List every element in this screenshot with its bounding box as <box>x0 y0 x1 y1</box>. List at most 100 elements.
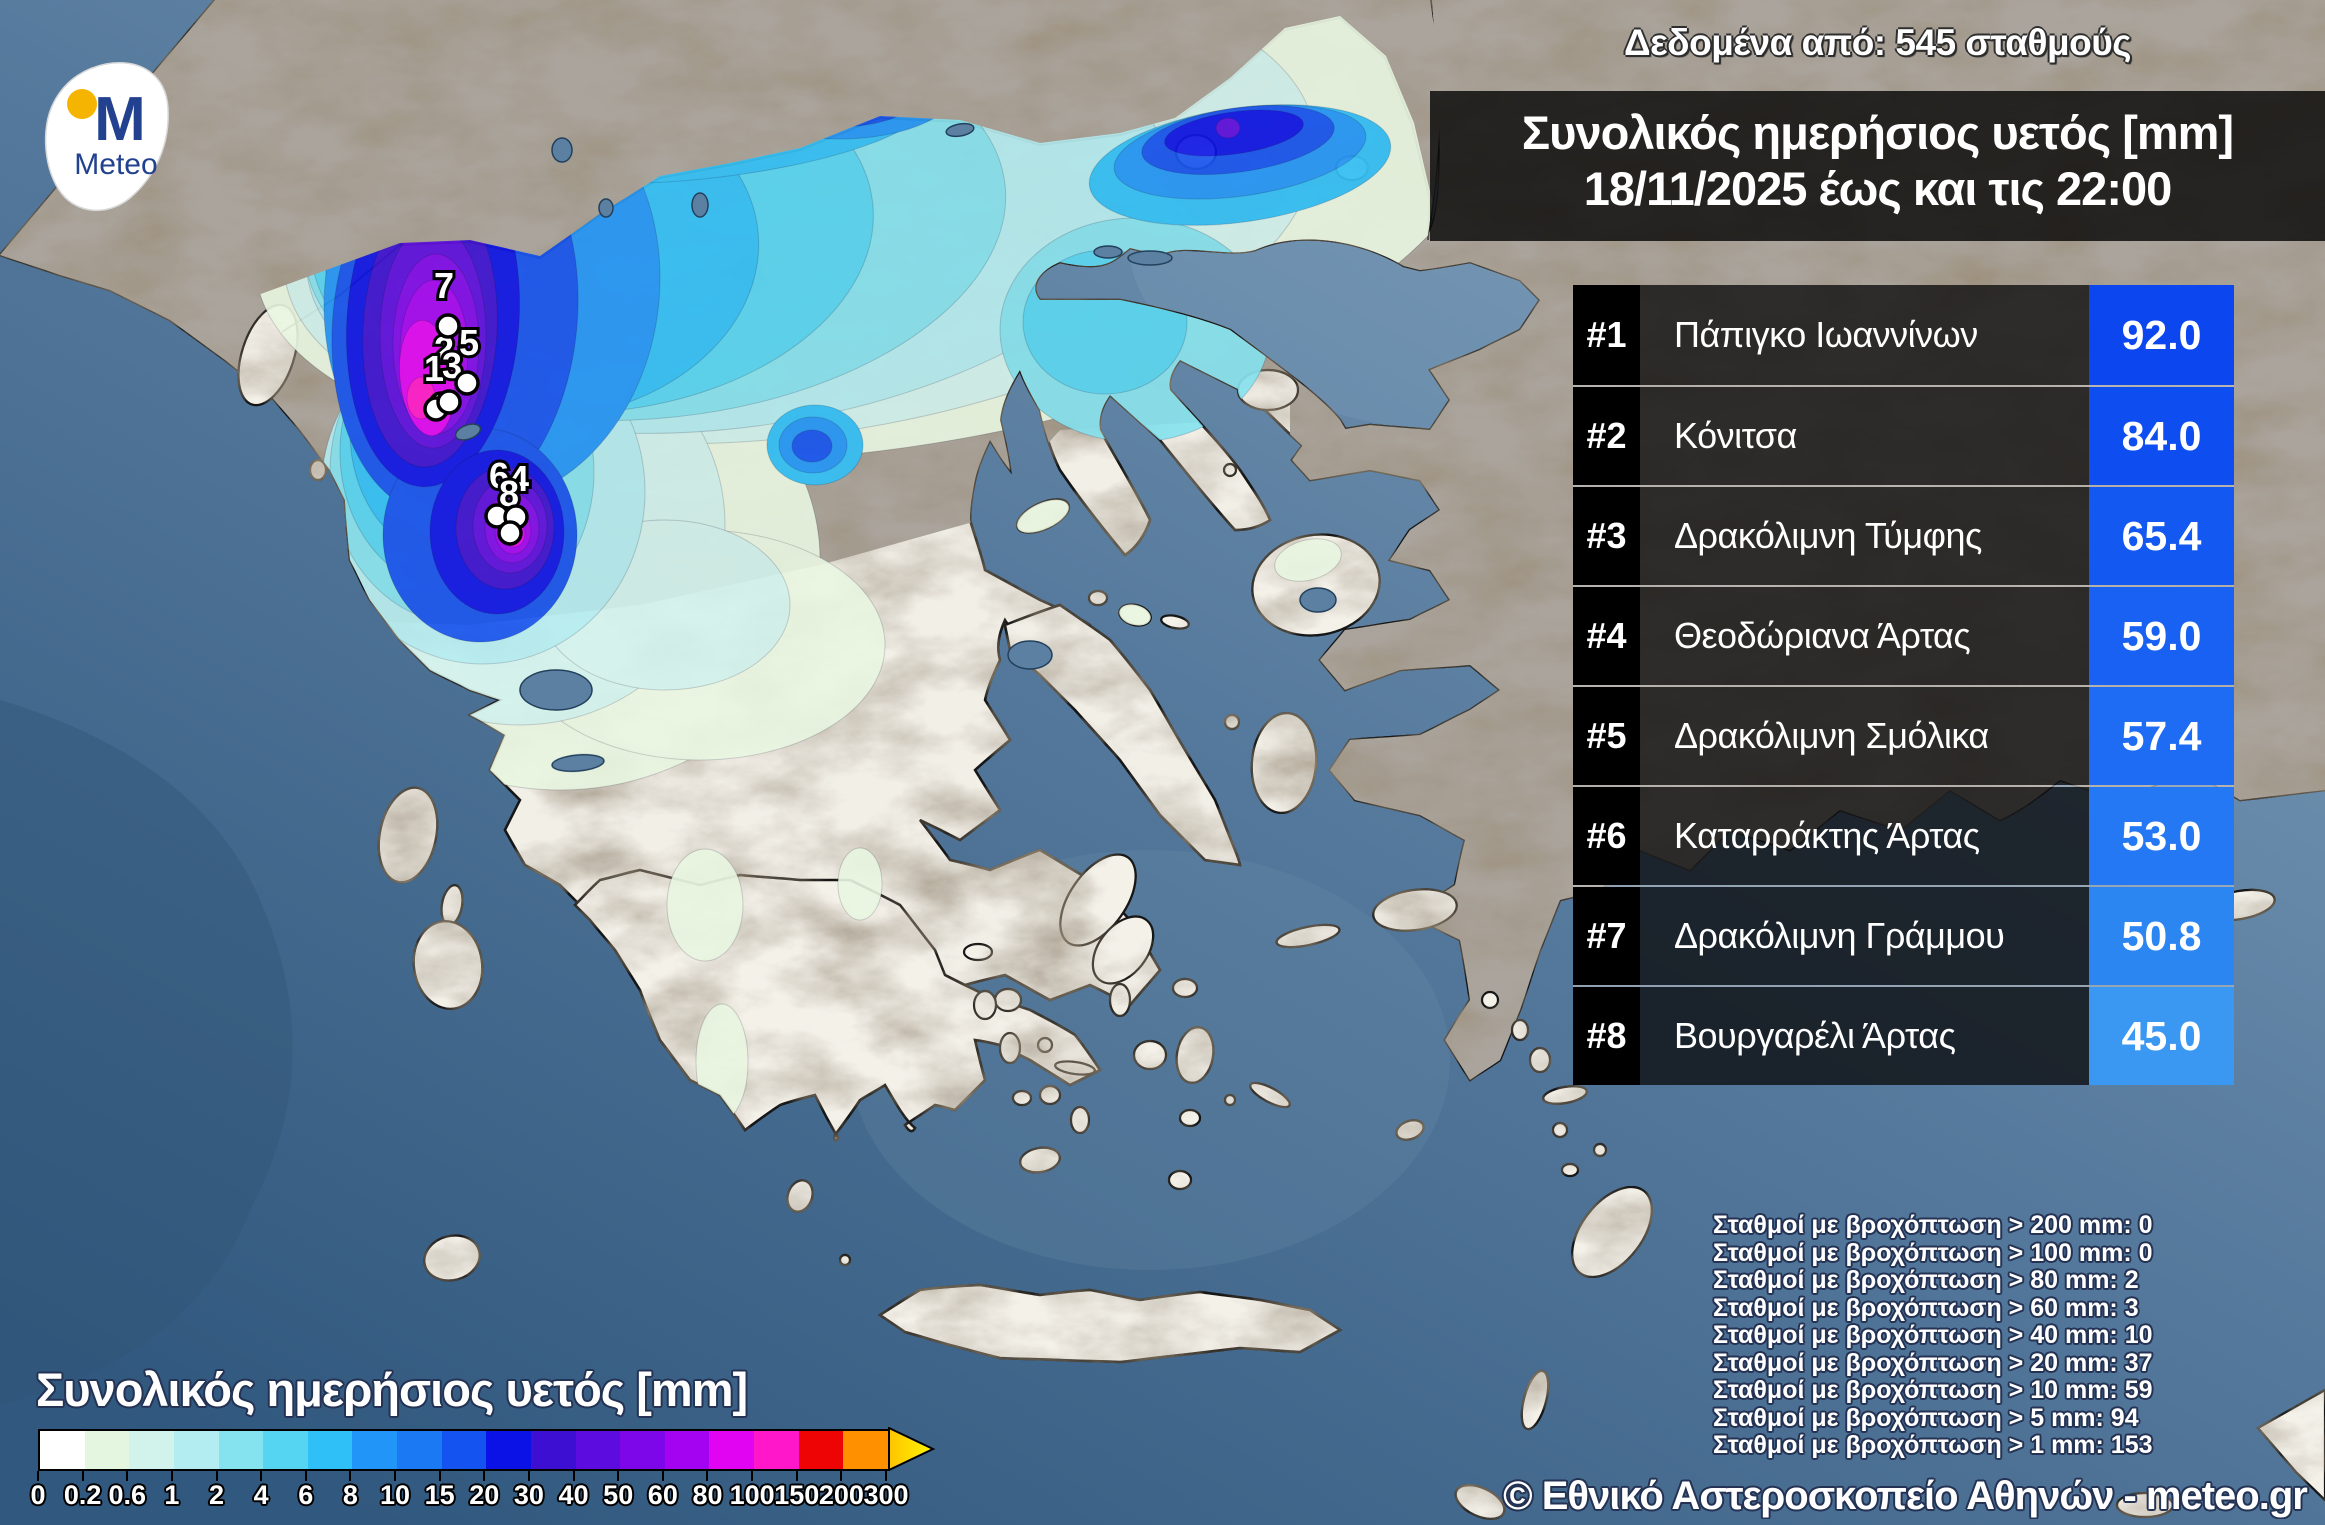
legend-tick-label: 200 <box>818 1480 864 1510</box>
legend-segment <box>530 1431 576 1469</box>
stat-line: Σταθμοί με βροχόπτωση > 5 mm: 94 <box>1713 1403 2139 1432</box>
legend-tick <box>706 1471 709 1481</box>
legend-tick-label: 60 <box>647 1480 678 1510</box>
stat-line: Σταθμοί με βροχόπτωση > 10 mm: 59 <box>1713 1376 2153 1404</box>
table-row: #2 Κόνιτσα 84.0 <box>1573 385 2234 485</box>
legend-segment <box>218 1431 264 1469</box>
station-rank-label: 4 <box>509 458 529 499</box>
logo-letter: M <box>94 85 146 154</box>
station-value: 53.0 <box>2089 787 2234 885</box>
table-row: #6 Καταρράκτης Άρτας 53.0 <box>1573 785 2234 885</box>
station-value: 84.0 <box>2089 387 2234 485</box>
legend-segment <box>754 1431 799 1469</box>
legend-tick <box>81 1471 84 1481</box>
station-value: 50.8 <box>2089 887 2234 985</box>
legend-tick <box>795 1471 798 1481</box>
legend-tick-label: 150 <box>774 1480 820 1510</box>
legend-tick-label: 0.2 <box>63 1480 102 1510</box>
legend-tick <box>394 1471 397 1481</box>
legend-tick-label: 10 <box>380 1480 411 1510</box>
rank-badge: #5 <box>1573 687 1640 785</box>
rank-badge: #2 <box>1573 387 1640 485</box>
table-row: #3 Δρακόλιμνη Τύμφης 65.4 <box>1573 485 2234 585</box>
legend-segment <box>843 1431 888 1469</box>
legend-tick-label: 20 <box>469 1480 500 1510</box>
stat-line: Σταθμοί με βροχόπτωση > 40 mm: 10 <box>1713 1321 2153 1349</box>
legend-tick <box>126 1471 129 1481</box>
rank-badge: #6 <box>1573 787 1640 885</box>
legend-tick <box>617 1471 620 1481</box>
stat-line: Σταθμοί με βροχόπτωση > 1 mm: 153 <box>1713 1431 2153 1459</box>
legend-segment <box>486 1431 531 1469</box>
station-value: 92.0 <box>2089 285 2234 385</box>
legend-segment <box>397 1431 442 1469</box>
legend-tick-label: 6 <box>298 1480 314 1510</box>
rank-badge: #1 <box>1573 285 1640 385</box>
legend-segment <box>709 1431 754 1469</box>
legend-tick-label: 1 <box>164 1480 180 1510</box>
legend-arrow <box>888 1427 936 1471</box>
legend-segment <box>441 1431 487 1469</box>
rank-badge: #4 <box>1573 587 1640 685</box>
legend-tick-label: 15 <box>424 1480 455 1510</box>
legend-segment <box>664 1431 710 1469</box>
station-name: Θεοδώριανα Άρτας <box>1640 587 2089 685</box>
station-name: Δρακόλιμνη Γράμμου <box>1640 887 2089 985</box>
legend-tick <box>349 1471 352 1481</box>
legend-tick-label: 30 <box>513 1480 544 1510</box>
logo-sun-dot <box>67 89 97 119</box>
meteo-logo: M Meteo <box>38 52 198 222</box>
station-value: 57.4 <box>2089 687 2234 785</box>
copyright-note: © Εθνικό Αστεροσκοπείο Αθηνών - meteo.gr <box>1503 1474 2308 1518</box>
legend-tick <box>751 1471 754 1481</box>
stat-line: Σταθμοί με βροχόπτωση > 80 mm: 2 <box>1713 1266 2139 1294</box>
stat-line: Σταθμοί με βροχόπτωση > 200 mm: 0 <box>1713 1211 2153 1239</box>
stat-line: Σταθμοί με βροχόπτωση > 20 mm: 37 <box>1713 1348 2153 1377</box>
station-dot <box>497 520 523 546</box>
logo-brand-text: Meteo <box>74 148 157 181</box>
legend-segment <box>798 1431 844 1469</box>
station-name: Βουργαρέλι Άρτας <box>1640 987 2089 1085</box>
table-row: #7 Δρακόλιμνη Γράμμου 50.8 <box>1573 885 2234 985</box>
legend-segment <box>173 1431 219 1469</box>
stat-line: Σταθμοί με βροχόπτωση > 100 mm: 0 <box>1713 1238 2153 1267</box>
station-name: Κόνιτσα <box>1640 387 2089 485</box>
map-title-line1: Συνολικός ημερήσιος υετός [mm] <box>1521 106 2234 159</box>
legend-tick <box>260 1471 263 1481</box>
station-name: Δρακόλιμνη Τύμφης <box>1640 487 2089 585</box>
legend-tick <box>37 1471 39 1481</box>
station-name: Καταρράκτης Άρτας <box>1640 787 2089 885</box>
legend-tick-label: 100 <box>729 1480 775 1510</box>
lakes <box>454 122 1337 773</box>
station-rank-label: 7 <box>434 265 454 306</box>
legend-tick-label: 40 <box>558 1480 589 1510</box>
table-row: #4 Θεοδώριανα Άρτας 59.0 <box>1573 585 2234 685</box>
legend-tick-label: 0 <box>30 1480 46 1510</box>
station-value: 45.0 <box>2089 987 2234 1085</box>
legend-tick-label: 2 <box>209 1480 225 1510</box>
legend-tick-label: 300 <box>863 1480 909 1510</box>
station-rank-label: 1 <box>424 348 444 389</box>
station-value: 65.4 <box>2089 487 2234 585</box>
legend-segment <box>575 1431 621 1469</box>
legend-tick <box>661 1471 664 1481</box>
legend-tick-label: 0.6 <box>108 1480 147 1510</box>
threshold-stats-block: Σταθμοί με βροχόπτωση > 200 mm: 0 Σταθμο… <box>1713 1211 2153 1460</box>
legend-tick-label: 50 <box>603 1480 634 1510</box>
station-name: Πάπιγκο Ιωαννίνων <box>1640 285 2089 385</box>
legend-tick <box>304 1471 307 1481</box>
station-dot <box>436 389 462 415</box>
station-dot <box>454 370 480 396</box>
legend-tick <box>840 1471 843 1481</box>
map-title-line2: 18/11/2025 έως και τις 22:00 <box>1583 162 2173 215</box>
legend-segment <box>352 1431 397 1469</box>
station-value: 59.0 <box>2089 587 2234 685</box>
station-rank-label: 6 <box>489 455 509 496</box>
legend-tick <box>572 1471 575 1481</box>
legend-tick <box>215 1471 218 1481</box>
legend-tick <box>170 1471 173 1481</box>
legend-color-bar <box>38 1429 890 1471</box>
